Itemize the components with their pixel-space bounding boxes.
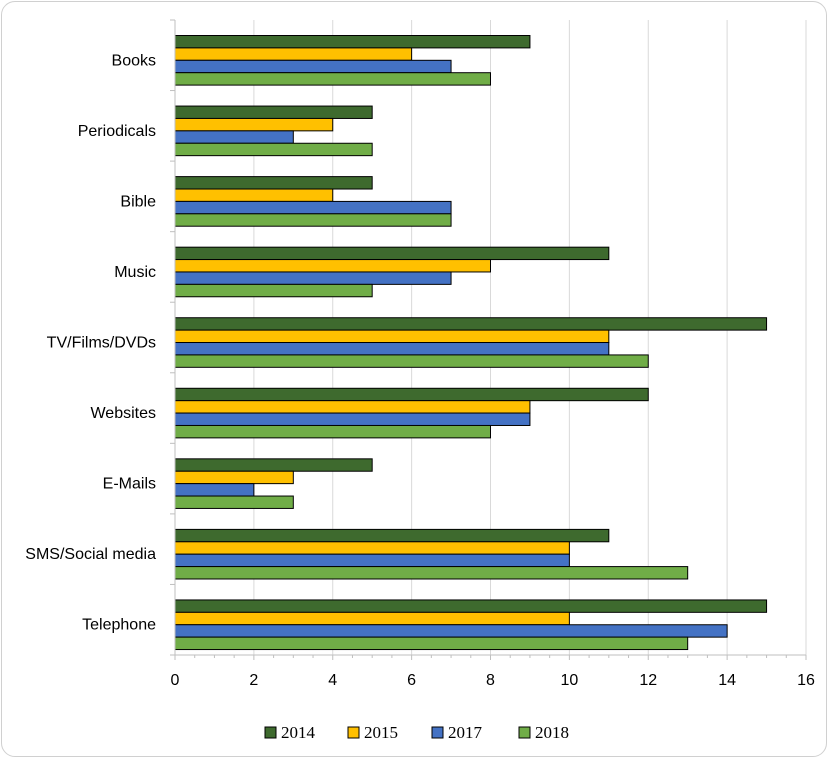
category-label: Websites — [90, 405, 156, 422]
bar-2014-sms-social-media — [174, 528, 610, 543]
bar-2014-tv-films-dvds — [174, 317, 768, 331]
legend-swatch-2015 — [347, 726, 360, 739]
bar-2018-tv-films-dvds — [174, 354, 649, 368]
x-tick-label: 16 — [797, 672, 815, 689]
x-tick-label: 0 — [171, 672, 180, 689]
legend-swatch-2018 — [518, 726, 531, 739]
x-tick-label: 2 — [249, 672, 258, 689]
bar-2017-sms-social-media — [174, 553, 570, 568]
bar-2015-periodicals — [174, 117, 334, 132]
bar-2018-sms-social-media — [174, 566, 689, 580]
category-label: Books — [112, 52, 156, 69]
bar-2014-websites — [174, 387, 649, 402]
bar-2015-tv-films-dvds — [174, 329, 610, 344]
bar-2015-telephone — [174, 611, 570, 626]
category-label: Bible — [120, 193, 156, 210]
category-label: E-Mails — [103, 476, 156, 493]
bar-2014-e-mails — [174, 458, 373, 472]
x-tick-label: 8 — [486, 672, 495, 689]
bar-2017-books — [174, 59, 452, 74]
x-tick-label: 12 — [639, 672, 657, 689]
bar-2015-bible — [174, 188, 334, 202]
bar-2014-music — [174, 246, 610, 261]
x-tick-label: 10 — [560, 672, 578, 689]
category-label: Periodicals — [78, 123, 156, 140]
bar-2017-websites — [174, 412, 531, 426]
bar-2017-music — [174, 271, 452, 285]
category-label: Telephone — [82, 617, 156, 634]
bar-2014-bible — [174, 176, 373, 190]
bar-2018-books — [174, 72, 491, 86]
bar-2015-sms-social-media — [174, 541, 570, 555]
bar-2018-bible — [174, 213, 452, 227]
category-label: SMS/Social media — [25, 546, 156, 563]
bar-2017-telephone — [174, 624, 728, 638]
legend-label-2018: 2018 — [535, 723, 569, 742]
bar-2017-tv-films-dvds — [174, 342, 610, 356]
bar-2018-periodicals — [174, 142, 373, 157]
bar-2018-telephone — [174, 636, 689, 651]
bar-2015-websites — [174, 400, 531, 414]
x-tick-label: 6 — [407, 672, 416, 689]
legend-label-2015: 2015 — [364, 723, 398, 742]
legend-label-2017: 2017 — [448, 723, 483, 742]
bar-2014-telephone — [174, 599, 768, 613]
bar-2018-music — [174, 283, 373, 298]
legend-swatch-2014 — [264, 726, 277, 739]
bar-2014-periodicals — [174, 105, 373, 119]
legend-label-2014: 2014 — [281, 723, 316, 742]
bar-2017-bible — [174, 200, 452, 215]
x-tick-label: 4 — [328, 672, 337, 689]
bar-2015-music — [174, 259, 491, 273]
legend-swatch-2017 — [431, 726, 444, 739]
bar-2018-e-mails — [174, 495, 294, 509]
x-tick-label: 14 — [718, 672, 736, 689]
bar-2017-periodicals — [174, 130, 294, 144]
bar-2015-e-mails — [174, 470, 294, 485]
bar-2017-e-mails — [174, 483, 255, 497]
category-label: TV/Films/DVDs — [47, 335, 156, 352]
bar-2014-books — [174, 35, 531, 49]
bar-2015-books — [174, 47, 413, 61]
bar-2018-websites — [174, 424, 491, 439]
category-label: Music — [114, 264, 156, 281]
